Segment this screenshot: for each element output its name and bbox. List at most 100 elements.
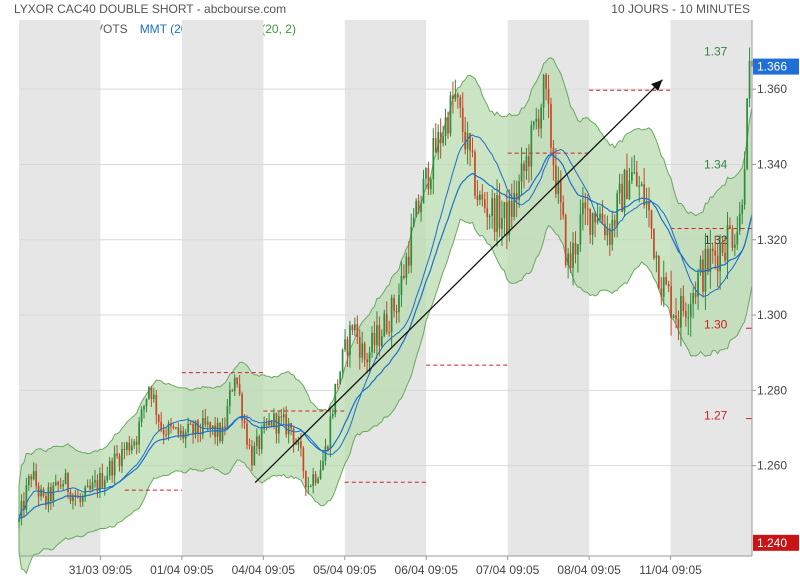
candle-body [657,255,660,289]
sma-line [18,134,753,519]
candle-body [429,179,432,190]
candle-body [454,94,457,100]
candle-body [327,446,329,450]
candle-body [719,242,721,272]
candle-body [64,473,67,485]
candle-body [255,436,258,446]
pivot-lines: 1.37 1.34 1.32 1.30 1.27 [124,45,752,491]
candle-body [581,202,584,215]
candle-body [40,489,42,497]
candle-body [415,200,417,218]
candle-body [733,244,736,248]
candle-body [505,202,508,236]
candle-body [586,208,589,210]
candle-body [557,180,560,194]
candle-body [743,169,746,205]
candle-body [461,107,464,132]
candle-body [648,201,650,211]
candle-body [456,94,459,98]
candle-body [344,339,346,350]
candle-body [94,480,96,483]
candle-body [530,125,533,167]
candle-body [202,417,204,435]
candle-body [380,336,383,347]
candle-body [314,474,317,483]
candle-body [621,183,623,212]
candle-body [459,97,462,108]
candle-body [692,293,695,304]
candle-body [682,296,685,311]
candle-body [714,250,717,256]
candle-body [30,476,33,480]
candle-body [113,453,116,476]
candle-body [709,248,712,273]
candle-body [640,184,643,186]
candle-body [209,422,212,429]
x-tick-label: 08/04 09:05 [557,563,621,577]
candle-body [672,315,675,318]
candle-body [324,446,327,461]
day-band [181,20,264,556]
y-tick-label: 1.320 [757,233,787,247]
candle-body [488,216,491,218]
candle-body [476,195,479,200]
candle-body [677,318,680,328]
candle-body [589,208,592,235]
candle-body [292,428,295,443]
candle-body [650,210,653,229]
candle-body [748,60,751,99]
candle-body [376,325,378,346]
candle-body [599,213,601,220]
candle-body [152,394,155,400]
candle-body [572,243,574,268]
candle-body [496,195,498,233]
candle-body [278,416,280,434]
candle-body [177,427,180,435]
candle-body [493,198,496,233]
candle-body [130,445,133,451]
candle-body [280,416,283,418]
candle-body [623,170,626,212]
candle-body [138,422,140,445]
chart-title: LYXOR CAC40 DOUBLE SHORT - abcbourse.com [14,2,286,16]
candle-body [535,118,538,122]
candle-body [486,208,489,218]
candle-body [57,481,60,485]
y-tick-label: 1.260 [757,459,787,473]
candle-body [295,442,297,445]
candle-body [233,377,236,392]
candle-body [96,480,99,492]
candle-body [567,253,569,266]
candle-body [341,349,344,372]
x-axis: 31/03 09:05 01/04 09:05 04/04 09:05 05/04 0… [69,556,702,577]
candle-body [746,98,748,170]
candle-body [555,165,557,194]
candle-body [729,225,731,229]
candle-body [282,414,285,418]
candle-body [528,156,530,167]
candle-body [145,398,148,407]
candle-body [498,195,501,229]
candle-body [653,228,655,259]
candle-body [711,248,714,251]
candle-body [574,243,577,255]
candle-body [655,255,658,259]
candle-body [251,446,253,466]
candle-body [611,219,614,245]
candle-body [564,215,567,266]
candle-body [101,473,104,488]
candle-body [336,383,339,385]
candle-body [231,390,234,392]
candle-body [265,423,268,426]
candle-body [194,420,197,435]
candle-body [449,95,452,134]
candle-body [206,422,209,425]
candle-body [738,213,741,232]
candle-body [724,252,726,261]
candle-body [520,163,523,182]
candle-body [479,194,481,200]
candle-body [540,107,543,129]
candle-body [645,201,648,206]
candle-body [319,469,322,479]
candle-body [680,296,682,328]
